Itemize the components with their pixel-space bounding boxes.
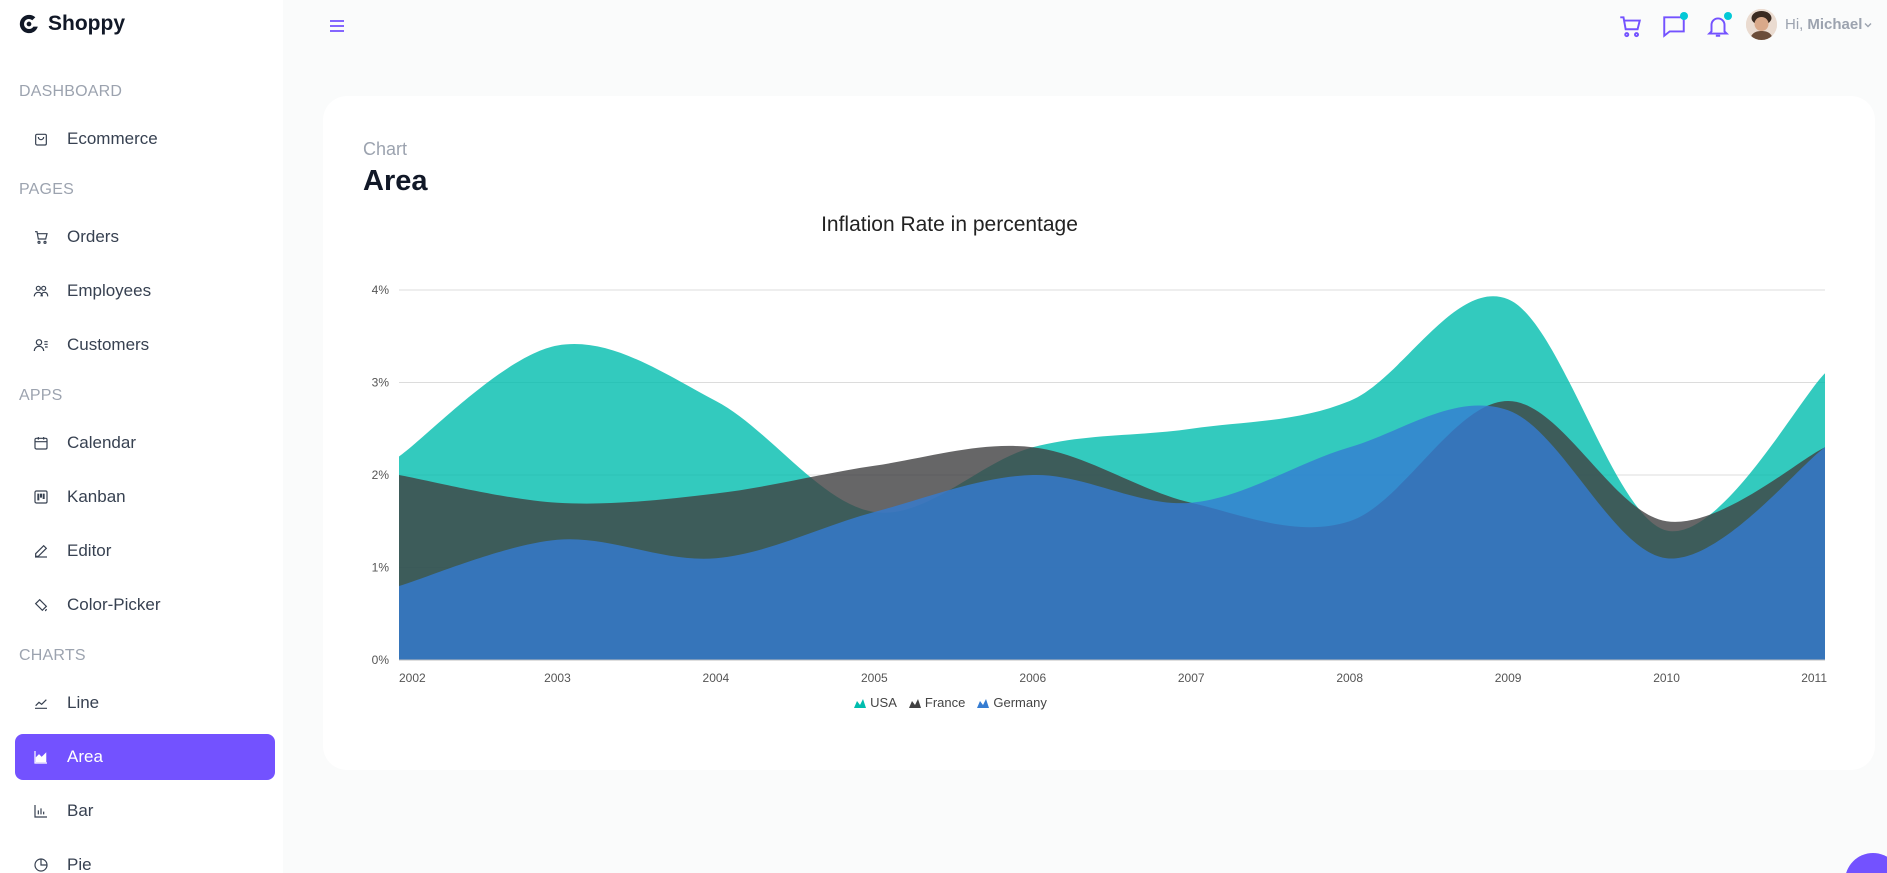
sidebar-item-label: Line [67,693,100,712]
y-tick-label: 2% [372,468,390,482]
bag-icon [31,129,51,149]
legend-label: Germany [993,695,1047,710]
section-title-apps: APPS [19,387,63,404]
sidebar-item-label: Orders [67,227,119,246]
sidebar-item-area[interactable]: Area [15,734,275,780]
x-tick-label: 2010 [1653,671,1680,685]
y-tick-label: 0% [372,653,390,667]
sidebar-item-label: Customers [67,335,150,354]
section-title-dashboard: DASHBOARD [19,83,123,100]
section-title-charts: CHARTS [19,647,86,664]
sidebar-item-editor[interactable]: Editor [15,528,275,574]
sidebar-item-label: Ecommerce [67,129,158,148]
sidebar-item-label: Bar [67,801,94,820]
legend-france-icon [908,698,921,708]
x-tick-label: 2007 [1178,671,1205,685]
cart-icon [31,227,51,247]
edit-icon [31,541,51,561]
sidebar-item-label: Calendar [67,433,136,452]
sidebar-item-label: Color-Picker [67,595,161,614]
menu-button[interactable] [325,14,349,38]
y-tick-label: 1% [372,561,390,575]
x-tick-label: 2003 [544,671,571,685]
menu-icon [330,20,344,32]
area-series-germany [399,405,1825,660]
x-tick-label: 2006 [1019,671,1046,685]
area-chart-svg: 0% 1% 2% 3% 4% 2002 2003 2004 2005 2006 2007 2008 20… [372,283,1828,685]
bell-icon [1706,17,1730,37]
cart-icon [1620,16,1641,38]
chart-title: Inflation Rate in percentage [821,213,1078,236]
page-category: Chart [363,139,408,159]
user-greeting[interactable]: Hi, Michael [1785,16,1862,33]
people-icon [31,281,51,301]
sidebar-item-ecommerce[interactable]: Ecommerce [15,116,275,162]
legend-usa-icon [854,698,867,708]
chat-notification-dot [1680,12,1688,20]
sidebar-item-customers[interactable]: Customers [15,322,275,368]
kanban-icon [31,487,51,507]
sidebar-item-calendar[interactable]: Calendar [15,420,275,466]
shoppy-logo-icon [19,14,38,34]
user-name: Michael [1807,16,1863,33]
x-tick-label: 2009 [1495,671,1522,685]
area-chart: 0% 1% 2% 3% 4% 2002 2003 2004 2005 2006 2007 2008 20… [363,270,1863,730]
sidebar-item-bar[interactable]: Bar [15,788,275,834]
customers-icon [31,335,51,355]
legend-item-germany[interactable]: Germany [977,695,1047,710]
legend-label: USA [870,695,897,710]
sidebar-item-label: Employees [67,281,152,300]
x-tick-label: 2002 [399,671,426,685]
sidebar: Shoppy DASHBOARD Ecommerce PAGES Orders … [0,0,283,873]
calendar-icon [31,433,51,453]
y-tick-label: 4% [372,283,390,297]
chevron-down-icon[interactable] [1862,19,1874,31]
greeting-text: Hi, [1785,16,1804,33]
area-chart-icon [31,747,51,767]
pie-chart-icon [31,855,51,873]
y-tick-label: 3% [372,376,390,390]
color-picker-icon [31,595,51,615]
chat-button[interactable] [1661,12,1688,39]
legend-item-usa[interactable]: USA [854,695,897,710]
sidebar-item-pie[interactable]: Pie [15,842,275,873]
x-tick-label: 2008 [1336,671,1363,685]
avatar-image [1746,9,1777,40]
legend-item-france[interactable]: France [908,695,966,710]
sidebar-item-label: Area [67,747,103,766]
sidebar-item-line[interactable]: Line [15,680,275,726]
line-chart-icon [31,693,51,713]
sidebar-item-employees[interactable]: Employees [15,268,275,314]
x-tick-label: 2004 [703,671,730,685]
sidebar-item-label: Pie [67,855,92,873]
notification-button[interactable] [1705,12,1732,39]
section-title-pages: PAGES [19,181,74,198]
legend-label: France [924,695,966,710]
sidebar-item-orders[interactable]: Orders [15,214,275,260]
bar-chart-icon [31,801,51,821]
brand-name: Shoppy [48,12,125,35]
legend-germany-icon [977,698,990,708]
sidebar-item-color-picker[interactable]: Color-Picker [15,582,275,628]
chart-legend: USA France Germany [0,695,1887,710]
sidebar-item-kanban[interactable]: Kanban [15,474,275,520]
bell-notification-dot [1724,12,1732,20]
avatar[interactable] [1746,9,1777,40]
x-tick-label: 2005 [861,671,888,685]
sidebar-item-label: Editor [67,541,112,560]
x-tick-label: 2011 [1801,671,1827,685]
cart-button[interactable] [1617,13,1643,39]
sidebar-item-label: Kanban [67,487,126,506]
settings-fab[interactable] [1845,853,1887,873]
brand-logo[interactable]: Shoppy [18,12,125,36]
page-title: Area [363,165,428,197]
